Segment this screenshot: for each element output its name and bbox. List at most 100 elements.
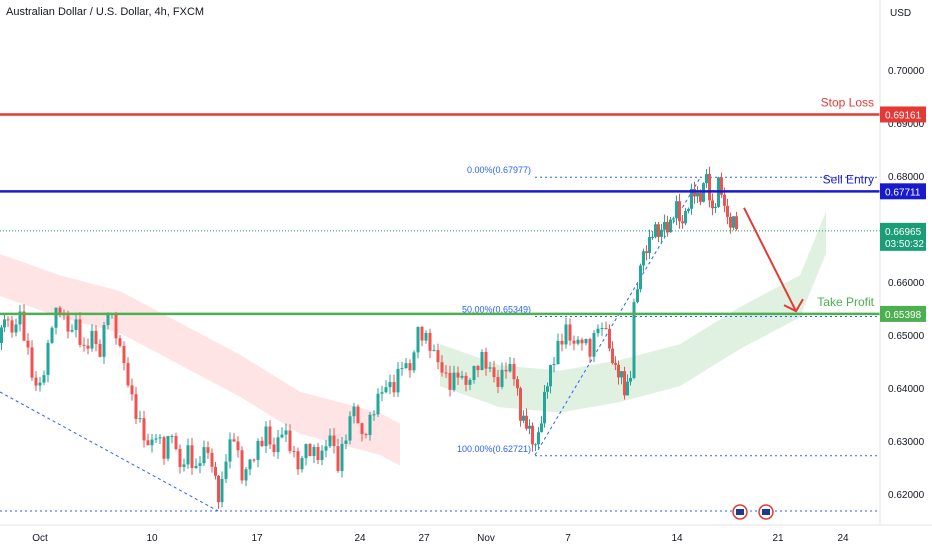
price-tag-text: 0.69161 xyxy=(885,110,922,121)
candle-body xyxy=(210,452,214,467)
candle-body xyxy=(732,216,735,228)
candle-body xyxy=(260,440,264,447)
candle-body xyxy=(150,439,154,446)
candle-body xyxy=(190,445,194,468)
candle-body xyxy=(272,444,276,453)
candle-body xyxy=(537,432,540,445)
event-flag-icon xyxy=(736,509,744,515)
candle-body xyxy=(651,236,654,238)
last-price-tag xyxy=(880,222,926,251)
candle-body xyxy=(468,380,472,385)
candle-body xyxy=(6,319,10,321)
candle-body xyxy=(54,307,58,328)
fib-label: 100.00%(0.62721) xyxy=(457,444,531,454)
candle-body xyxy=(534,444,537,446)
candle-body xyxy=(214,466,217,476)
trendline xyxy=(0,391,219,512)
event-flag-icon xyxy=(762,509,770,515)
x-tick-label: 14 xyxy=(671,533,683,544)
candle-body xyxy=(34,377,38,386)
candle-body xyxy=(600,327,604,329)
candle-body xyxy=(74,319,78,331)
candle-body xyxy=(30,347,34,378)
candle-body xyxy=(428,332,432,351)
candle-body xyxy=(360,423,364,435)
candle-body xyxy=(248,459,252,470)
candle-body xyxy=(512,363,516,380)
candle-body xyxy=(608,329,611,349)
candle-body xyxy=(611,348,614,364)
candle-body xyxy=(436,350,440,363)
candle-body xyxy=(78,319,82,345)
candle-body xyxy=(396,368,400,393)
candle-body xyxy=(576,339,580,344)
candle-body xyxy=(392,381,396,393)
last-price-text: 0.66965 xyxy=(885,227,922,238)
candle-body xyxy=(660,229,663,237)
candle-body xyxy=(735,216,738,230)
candle-body xyxy=(629,377,632,382)
candle-body xyxy=(620,371,623,378)
candle-body xyxy=(98,343,102,357)
candle-body xyxy=(134,394,138,419)
candle-body xyxy=(340,443,344,472)
candle-body xyxy=(708,174,711,201)
candle-body xyxy=(66,315,70,332)
candle-body xyxy=(122,345,126,363)
candle-body xyxy=(182,464,186,467)
candle-body xyxy=(400,368,404,370)
candle-body xyxy=(126,362,130,386)
candle-body xyxy=(364,434,368,436)
candle-body xyxy=(388,381,392,388)
candle-body xyxy=(528,425,531,429)
y-tick-label: 0.63000 xyxy=(888,437,925,448)
sell-arrow xyxy=(743,207,797,312)
candle-body xyxy=(106,313,110,326)
candle-body xyxy=(549,365,552,387)
price-tag-text: 0.67711 xyxy=(885,187,921,198)
price-tag-text: 0.65398 xyxy=(885,310,922,321)
candle-body xyxy=(714,206,717,209)
candle-body xyxy=(224,461,228,479)
candle-body xyxy=(380,392,384,394)
x-tick-label: 24 xyxy=(354,533,366,544)
candle-body xyxy=(58,307,62,313)
candle-body xyxy=(412,352,416,371)
candle-body xyxy=(531,425,534,445)
y-tick-label: 0.66000 xyxy=(888,278,925,289)
level-name: Take Profit xyxy=(817,295,874,309)
candle-body xyxy=(22,311,26,341)
candle-body xyxy=(368,414,372,436)
candle-body xyxy=(198,463,202,466)
candle-body xyxy=(408,363,412,371)
y-tick-label: 0.64000 xyxy=(888,384,925,395)
candle-body xyxy=(288,430,292,452)
candle-body xyxy=(228,439,232,462)
x-tick-label: 21 xyxy=(772,533,784,544)
candle-body xyxy=(699,192,702,202)
candle-body xyxy=(178,449,182,467)
candle-body xyxy=(723,194,726,206)
candle-body xyxy=(86,345,90,349)
candle-body xyxy=(580,339,584,344)
candle-body xyxy=(308,444,312,457)
candle-body xyxy=(444,372,448,374)
candle-body xyxy=(604,327,608,330)
candle-body xyxy=(669,219,672,233)
candle-body xyxy=(344,440,348,444)
candle-body xyxy=(681,221,684,224)
candle-body xyxy=(82,344,86,346)
candle-body xyxy=(543,391,546,424)
candle-body xyxy=(70,330,74,332)
candle-body xyxy=(617,364,620,378)
candle-body xyxy=(10,320,14,333)
candle-body xyxy=(729,216,732,228)
candle-body xyxy=(452,372,456,390)
candle-body xyxy=(217,475,220,503)
fib-label: 50.00%(0.65349) xyxy=(462,305,531,315)
candle-body xyxy=(556,340,560,365)
level-name: Sell Entry xyxy=(823,172,874,186)
candle-body xyxy=(296,451,300,470)
y-tick-label: 0.65000 xyxy=(888,331,925,342)
